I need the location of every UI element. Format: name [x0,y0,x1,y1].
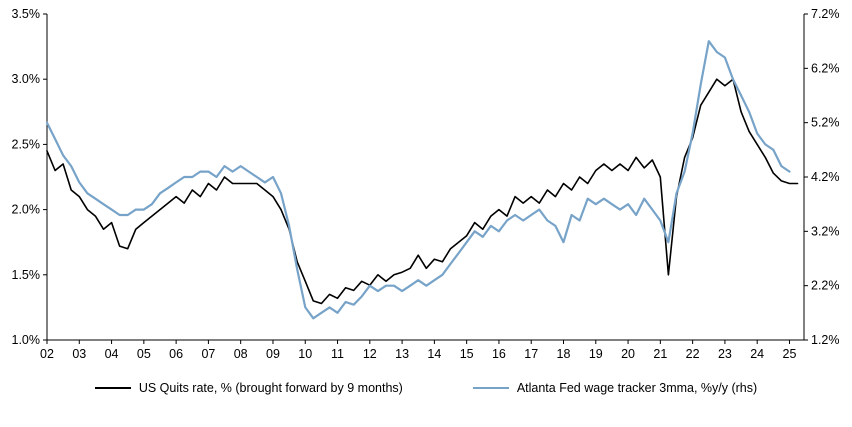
svg-text:20: 20 [621,347,635,361]
svg-text:14: 14 [427,347,441,361]
svg-text:23: 23 [718,347,732,361]
svg-text:12: 12 [363,347,377,361]
legend-item-quits-rate: US Quits rate, % (brought forward by 9 m… [94,381,403,395]
svg-text:10: 10 [298,347,312,361]
svg-text:24: 24 [750,347,764,361]
svg-text:2.0%: 2.0% [12,203,41,217]
svg-text:08: 08 [234,347,248,361]
svg-text:17: 17 [524,347,538,361]
svg-text:18: 18 [557,347,571,361]
svg-text:3.0%: 3.0% [12,72,41,86]
svg-text:2.5%: 2.5% [12,137,41,151]
svg-text:25: 25 [783,347,797,361]
svg-text:1.2%: 1.2% [811,333,840,347]
svg-text:4.2%: 4.2% [811,170,840,184]
svg-text:13: 13 [395,347,409,361]
black-line-swatch [94,387,131,389]
svg-text:05: 05 [137,347,151,361]
legend-item-wage-tracker: Atlanta Fed wage tracker 3mma, %y/y (rhs… [472,381,758,395]
svg-text:1.0%: 1.0% [12,333,41,347]
svg-text:19: 19 [589,347,603,361]
chart-legend: US Quits rate, % (brought forward by 9 m… [0,381,852,395]
svg-text:09: 09 [266,347,280,361]
svg-text:2.2%: 2.2% [811,279,840,293]
svg-text:6.2%: 6.2% [811,61,840,75]
svg-text:15: 15 [460,347,474,361]
svg-text:7.2%: 7.2% [811,7,840,21]
svg-text:21: 21 [653,347,667,361]
svg-text:04: 04 [105,347,119,361]
blue-line-swatch [472,387,509,389]
svg-text:22: 22 [686,347,700,361]
svg-text:02: 02 [40,347,54,361]
svg-text:3.2%: 3.2% [811,224,840,238]
svg-text:16: 16 [492,347,506,361]
svg-text:06: 06 [169,347,183,361]
svg-text:03: 03 [72,347,86,361]
chart-canvas: 1.0% 1.5% 2.0% 2.5% 3.0% 3.5% 1.2% 2.2% 3.2% 4.2%… [12,7,840,361]
svg-text:11: 11 [331,347,344,361]
legend-label-quits-rate: US Quits rate, % (brought forward by 9 m… [138,381,403,395]
svg-text:1.5%: 1.5% [12,268,41,282]
legend-label-wage-tracker: Atlanta Fed wage tracker 3mma, %y/y (rhs… [516,381,758,395]
svg-text:3.5%: 3.5% [12,7,41,21]
svg-text:5.2%: 5.2% [811,116,840,130]
svg-text:07: 07 [201,347,215,361]
